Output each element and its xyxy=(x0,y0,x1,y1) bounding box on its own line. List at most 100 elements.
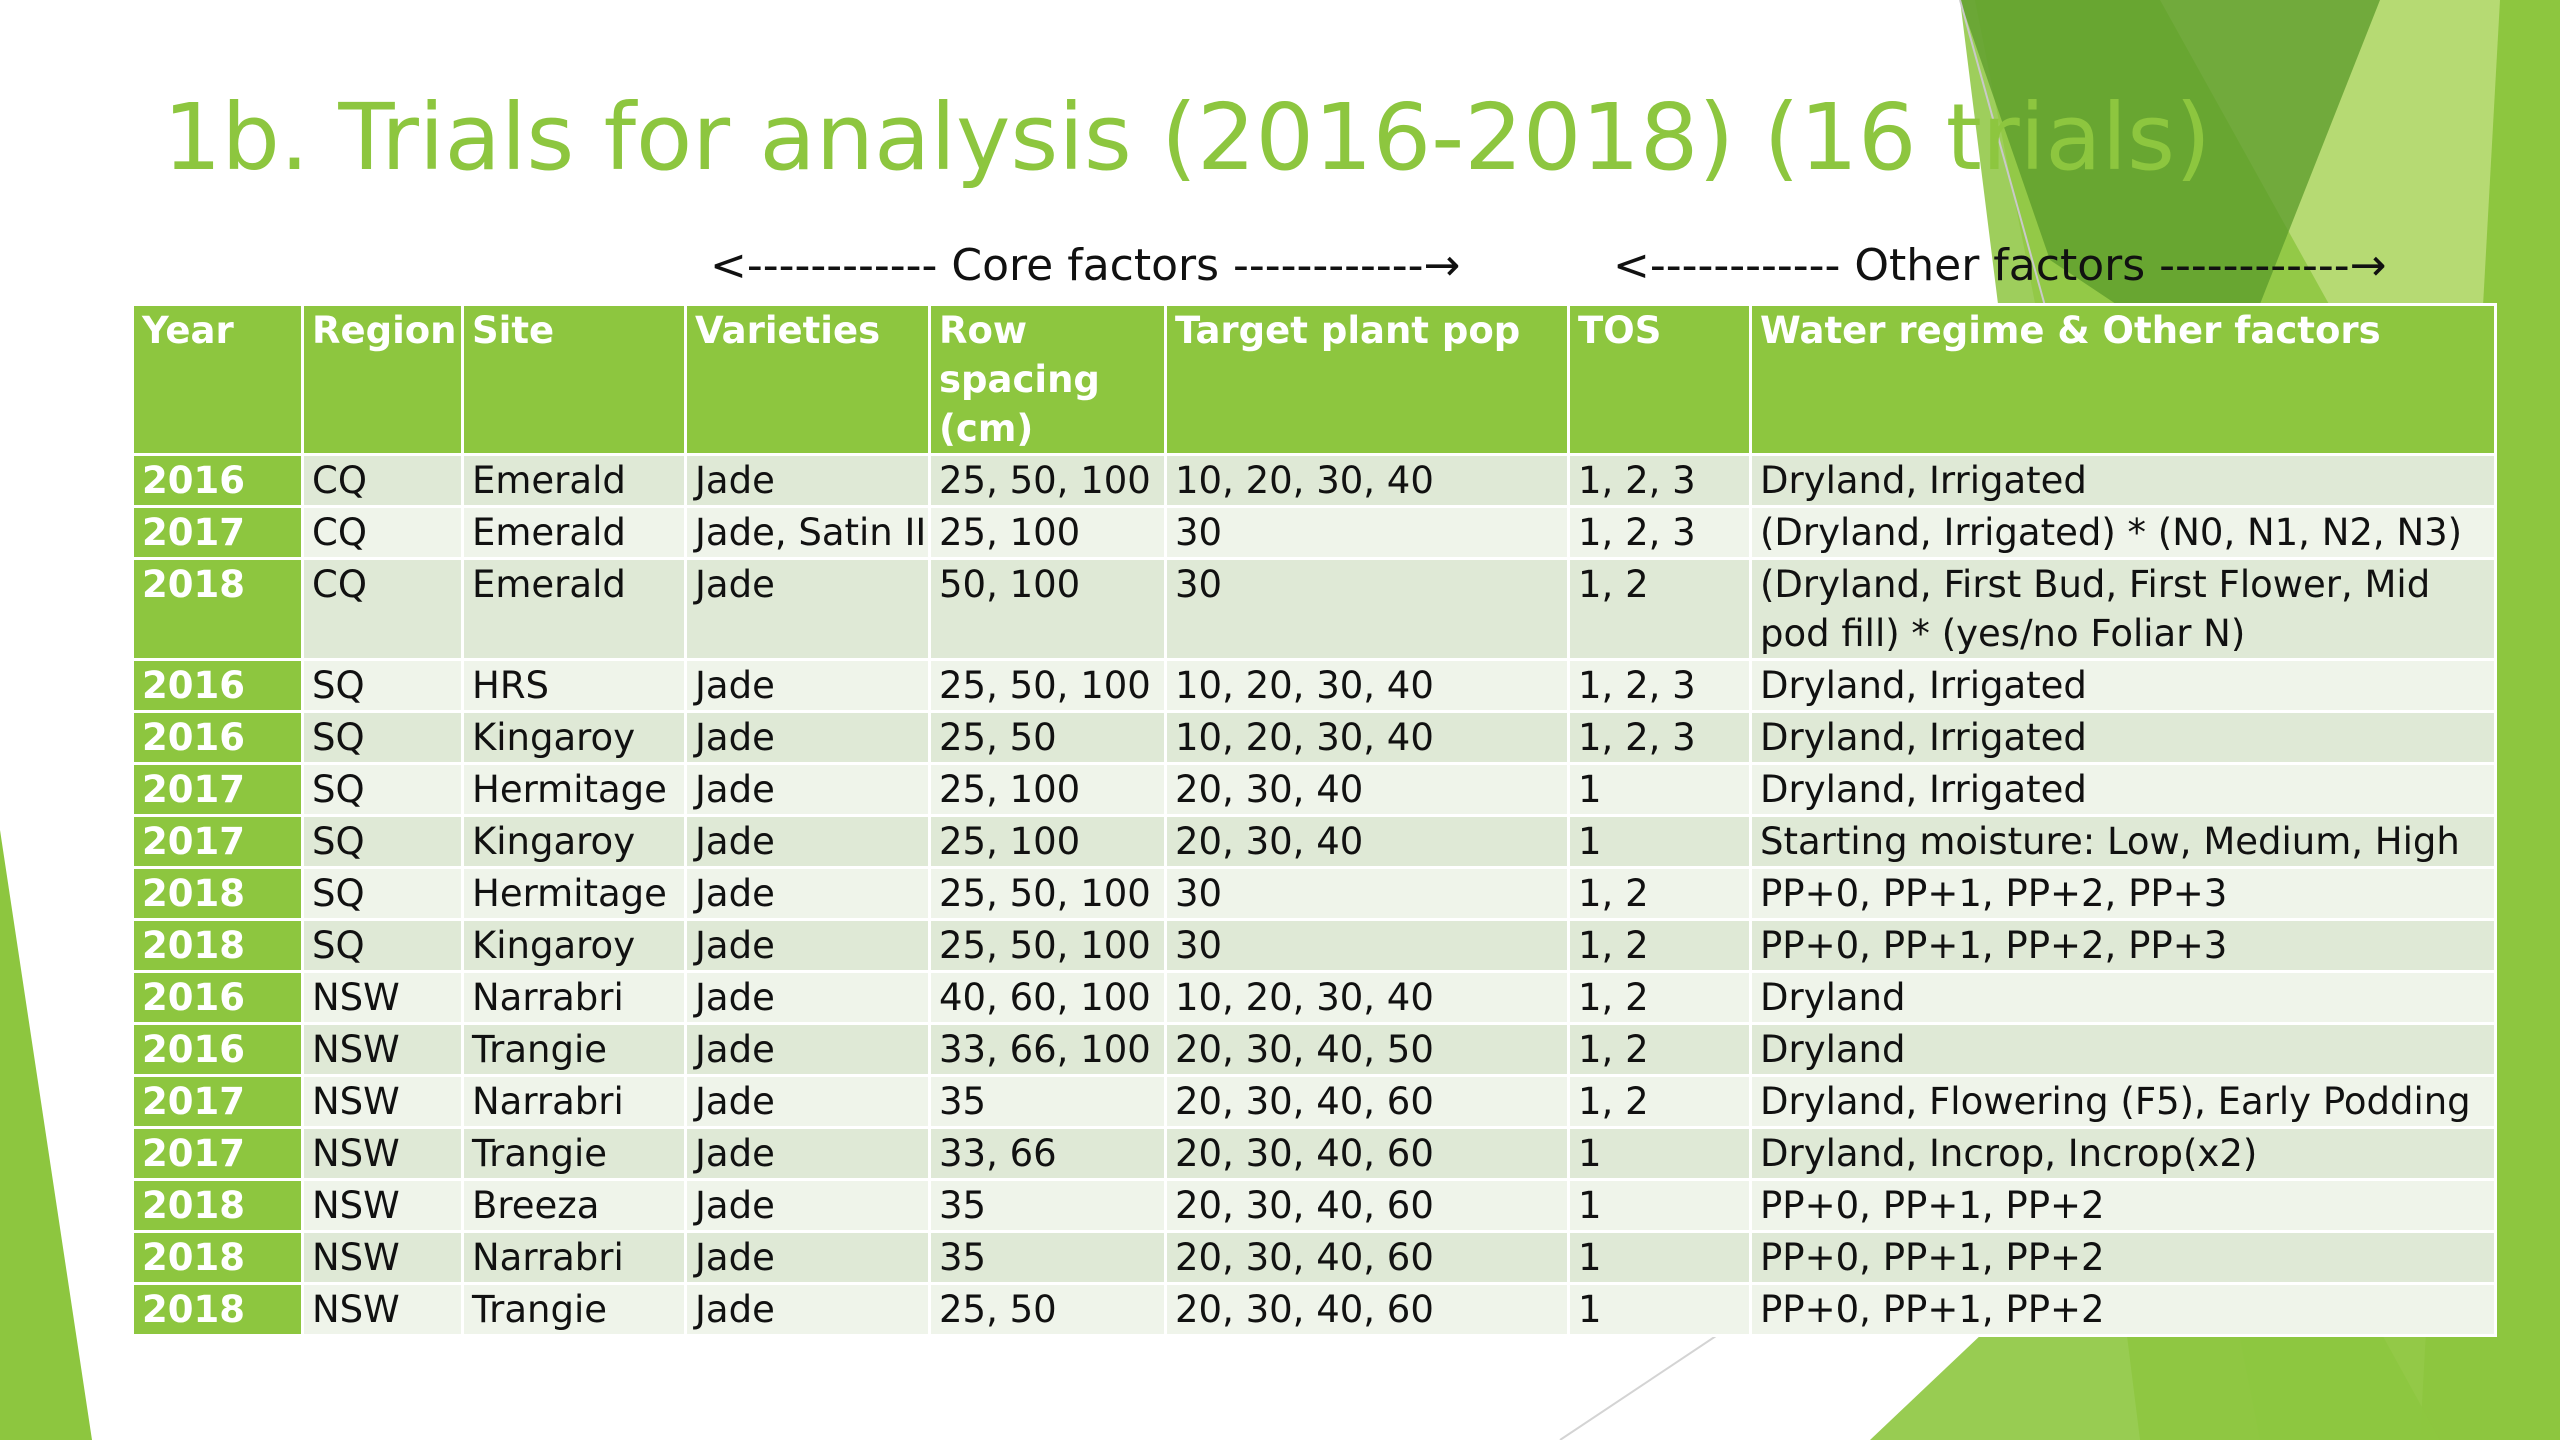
cell-site: Hermitage xyxy=(461,866,687,921)
cell-site: Trangie xyxy=(461,1282,687,1337)
cell-row-spacing: 25, 100 xyxy=(928,814,1167,869)
cell-target-plant-pop: 20, 30, 40 xyxy=(1164,762,1570,817)
cell-water-regime: Dryland, Incrop, Incrop(x2) xyxy=(1749,1126,2497,1181)
cell-target-plant-pop: 10, 20, 30, 40 xyxy=(1164,970,1570,1025)
core-factors-label: <------------ Core factors ------------→ xyxy=(710,240,1461,291)
cell-varieties: Jade xyxy=(684,658,931,713)
cell-target-plant-pop: 10, 20, 30, 40 xyxy=(1164,658,1570,713)
cell-varieties: Jade xyxy=(684,710,931,765)
cell-region: NSW xyxy=(301,1230,464,1285)
cell-site: Kingaroy xyxy=(461,814,687,869)
table-body: 2016 CQ Emerald Jade 25, 50, 100 10, 20, 30, … xyxy=(131,453,2497,1337)
cell-site: Breeza xyxy=(461,1178,687,1233)
cell-year: 2018 xyxy=(131,557,304,661)
cell-varieties: Jade xyxy=(684,1282,931,1337)
cell-site: Emerald xyxy=(461,505,687,560)
cell-target-plant-pop: 20, 30, 40, 60 xyxy=(1164,1230,1570,1285)
cell-row-spacing: 25, 50, 100 xyxy=(928,453,1167,508)
cell-year: 2016 xyxy=(131,710,304,765)
cell-year: 2017 xyxy=(131,505,304,560)
cell-region: CQ xyxy=(301,505,464,560)
cell-region: SQ xyxy=(301,814,464,869)
slide-title: 1b. Trials for analysis (2016-2018) (16 … xyxy=(163,84,2211,191)
cell-water-regime: Dryland, Irrigated xyxy=(1749,762,2497,817)
table-row: 2016 NSW Narrabri Jade 40, 60, 100 10, 20, 30… xyxy=(131,970,2497,1025)
cell-varieties: Jade xyxy=(684,453,931,508)
cell-varieties: Jade xyxy=(684,1074,931,1129)
cell-site: Narrabri xyxy=(461,1074,687,1129)
table-row: 2018 NSW Breeza Jade 35 20, 30, 40, 60 1 PP+0, … xyxy=(131,1178,2497,1233)
cell-site: Kingaroy xyxy=(461,918,687,973)
cell-water-regime: Starting moisture: Low, Medium, High xyxy=(1749,814,2497,869)
header-target-plant-pop: Target plant pop xyxy=(1164,303,1570,456)
cell-tos: 1, 2, 3 xyxy=(1567,505,1752,560)
cell-water-regime: Dryland, Irrigated xyxy=(1749,710,2497,765)
cell-year: 2018 xyxy=(131,1282,304,1337)
table-row: 2017 CQ Emerald Jade, Satin II 25, 100 30 1, 2… xyxy=(131,505,2497,560)
cell-tos: 1, 2, 3 xyxy=(1567,453,1752,508)
cell-year: 2016 xyxy=(131,453,304,508)
cell-region: CQ xyxy=(301,557,464,661)
cell-site: Trangie xyxy=(461,1022,687,1077)
cell-region: SQ xyxy=(301,918,464,973)
table-row: 2016 NSW Trangie Jade 33, 66, 100 20, 30, 40,… xyxy=(131,1022,2497,1077)
cell-year: 2018 xyxy=(131,1230,304,1285)
cell-row-spacing: 50, 100 xyxy=(928,557,1167,661)
header-site: Site xyxy=(461,303,687,456)
cell-row-spacing: 40, 60, 100 xyxy=(928,970,1167,1025)
cell-varieties: Jade xyxy=(684,557,931,661)
cell-site: Narrabri xyxy=(461,1230,687,1285)
cell-target-plant-pop: 30 xyxy=(1164,505,1570,560)
cell-site: Emerald xyxy=(461,557,687,661)
cell-tos: 1 xyxy=(1567,814,1752,869)
cell-region: SQ xyxy=(301,866,464,921)
cell-site: Emerald xyxy=(461,453,687,508)
cell-year: 2017 xyxy=(131,1126,304,1181)
cell-region: SQ xyxy=(301,762,464,817)
cell-target-plant-pop: 30 xyxy=(1164,557,1570,661)
cell-varieties: Jade xyxy=(684,1126,931,1181)
cell-row-spacing: 25, 100 xyxy=(928,762,1167,817)
cell-varieties: Jade xyxy=(684,814,931,869)
table-row: 2016 SQ HRS Jade 25, 50, 100 10, 20, 30, 40 1,… xyxy=(131,658,2497,713)
cell-target-plant-pop: 10, 20, 30, 40 xyxy=(1164,453,1570,508)
table-row: 2018 NSW Trangie Jade 25, 50 20, 30, 40, 60 1 P… xyxy=(131,1282,2497,1337)
cell-region: CQ xyxy=(301,453,464,508)
cell-varieties: Jade xyxy=(684,918,931,973)
cell-year: 2018 xyxy=(131,918,304,973)
table-row: 2018 SQ Hermitage Jade 25, 50, 100 30 1, 2 PP+0… xyxy=(131,866,2497,921)
cell-region: NSW xyxy=(301,1282,464,1337)
cell-varieties: Jade xyxy=(684,866,931,921)
cell-target-plant-pop: 20, 30, 40 xyxy=(1164,814,1570,869)
cell-year: 2016 xyxy=(131,1022,304,1077)
cell-year: 2018 xyxy=(131,866,304,921)
cell-tos: 1, 2 xyxy=(1567,970,1752,1025)
cell-water-regime: (Dryland, First Bud, First Flower, Mid p… xyxy=(1749,557,2497,661)
trials-table: Year Region Site Varieties Row spacing (… xyxy=(131,303,2497,1337)
cell-water-regime: (Dryland, Irrigated) * (N0, N1, N2, N3) xyxy=(1749,505,2497,560)
other-factors-label: <------------ Other factors ------------… xyxy=(1613,240,2387,291)
cell-tos: 1, 2 xyxy=(1567,557,1752,661)
cell-water-regime: Dryland, Irrigated xyxy=(1749,453,2497,508)
cell-tos: 1 xyxy=(1567,762,1752,817)
cell-varieties: Jade xyxy=(684,1178,931,1233)
cell-tos: 1 xyxy=(1567,1230,1752,1285)
cell-tos: 1, 2, 3 xyxy=(1567,658,1752,713)
cell-row-spacing: 25, 50 xyxy=(928,710,1167,765)
cell-target-plant-pop: 10, 20, 30, 40 xyxy=(1164,710,1570,765)
cell-region: SQ xyxy=(301,658,464,713)
header-water-regime: Water regime & Other factors xyxy=(1749,303,2497,456)
cell-year: 2017 xyxy=(131,814,304,869)
cell-region: NSW xyxy=(301,970,464,1025)
cell-water-regime: PP+0, PP+1, PP+2, PP+3 xyxy=(1749,918,2497,973)
cell-water-regime: PP+0, PP+1, PP+2, PP+3 xyxy=(1749,866,2497,921)
cell-varieties: Jade xyxy=(684,1022,931,1077)
table-row: 2016 CQ Emerald Jade 25, 50, 100 10, 20, 30, … xyxy=(131,453,2497,508)
cell-target-plant-pop: 20, 30, 40, 60 xyxy=(1164,1126,1570,1181)
header-tos: TOS xyxy=(1567,303,1752,456)
cell-year: 2018 xyxy=(131,1178,304,1233)
right-dark-shape xyxy=(1960,0,2380,380)
table-header-row: Year Region Site Varieties Row spacing (… xyxy=(131,303,2497,456)
cell-site: Kingaroy xyxy=(461,710,687,765)
